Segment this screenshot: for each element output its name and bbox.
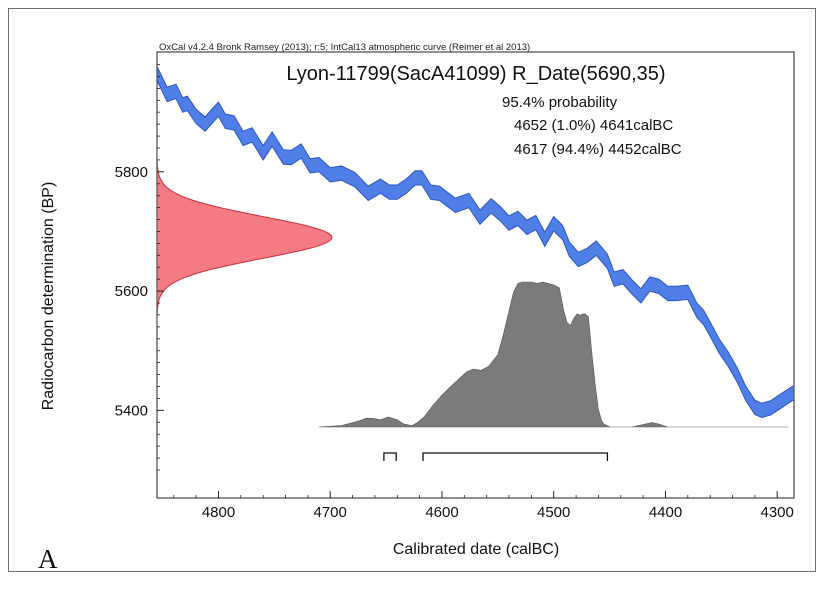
range-label-2: 4617 (94.4%) 4452calBC: [514, 141, 682, 158]
posterior-distribution: [318, 281, 789, 428]
calibration-curve-band: [157, 66, 794, 419]
plot-frame: [156, 51, 795, 499]
range-bracket-2: [422, 452, 609, 461]
measurement-distribution: [157, 153, 333, 322]
range-bracket-1: [383, 452, 397, 461]
x-axis-label: Calibrated date (calBC): [393, 541, 559, 558]
y-tick-label: 5600: [115, 283, 148, 300]
x-tick-label: 4300: [761, 504, 794, 521]
probability-label: 95.4% probability: [502, 94, 618, 111]
y-axis-label: Radiocarbon determination (BP): [40, 182, 57, 411]
y-tick-label: 5800: [115, 164, 148, 181]
figure-letter: A: [38, 544, 58, 574]
chart-header: OxCal v4.2.4 Bronk Ramsey (2013); r:5; I…: [159, 42, 530, 53]
x-tick-label: 4500: [537, 504, 570, 521]
x-tick-label: 4800: [202, 504, 235, 521]
x-tick-label: 4600: [425, 504, 458, 521]
range-label-1: 4652 (1.0%) 4641calBC: [514, 117, 673, 134]
x-tick-label: 4700: [314, 504, 347, 521]
x-tick-label: 4400: [649, 504, 682, 521]
y-tick-label: 5400: [115, 402, 148, 419]
chart-title: Lyon-11799(SacA41099) R_Date(5690,35): [286, 63, 665, 85]
